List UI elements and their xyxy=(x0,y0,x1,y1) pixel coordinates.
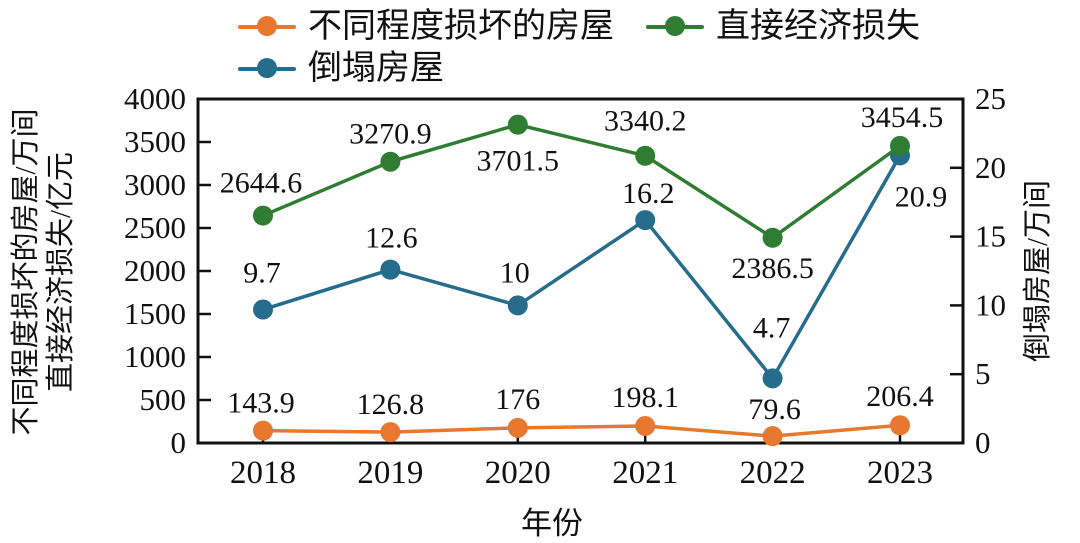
data-point-marker-0 xyxy=(507,417,528,438)
data-label-0: 126.8 xyxy=(357,388,425,421)
y-right-tick-label: 0 xyxy=(975,425,991,460)
data-point-marker-1 xyxy=(253,205,273,226)
y-left-tick-label: 500 xyxy=(140,382,187,417)
y-left-tick-label: 1500 xyxy=(124,296,186,331)
data-label-1: 3340.2 xyxy=(604,105,687,138)
legend-label-collapsed-houses: 倒塌房屋 xyxy=(308,50,444,87)
data-point-marker-1 xyxy=(635,145,656,166)
data-point-marker-1 xyxy=(380,151,401,172)
data-point-marker-2 xyxy=(380,259,401,280)
y-right-tick-label: 20 xyxy=(975,150,1006,185)
series-line-1 xyxy=(262,122,902,240)
x-tick-label: 2023 xyxy=(867,455,933,491)
data-label-1: 3701.5 xyxy=(477,145,560,178)
data-point-marker-0 xyxy=(635,415,656,436)
data-point-marker-2 xyxy=(635,210,656,231)
data-label-2: 4.7 xyxy=(753,311,791,344)
data-point-marker-2 xyxy=(253,299,273,320)
x-tick-label: 2020 xyxy=(485,455,551,491)
y-left-tick-label: 1000 xyxy=(124,339,186,374)
y-right-tick-label: 5 xyxy=(975,356,991,391)
data-label-0: 176 xyxy=(495,383,540,416)
y-right-tick-label: 10 xyxy=(975,287,1006,322)
data-label-1: 3454.5 xyxy=(861,101,944,134)
y-left-tick-label: 0 xyxy=(171,425,187,460)
data-point-marker-2 xyxy=(762,368,783,389)
y-right-tick-label: 25 xyxy=(975,81,1006,116)
data-point-marker-0 xyxy=(890,415,910,436)
data-label-2: 10 xyxy=(500,256,530,289)
data-label-0: 206.4 xyxy=(866,380,934,413)
x-axis-title: 年份 xyxy=(521,506,583,541)
data-label-2: 9.7 xyxy=(243,257,281,290)
data-label-2: 20.9 xyxy=(895,180,948,213)
y-left-tick-label: 3000 xyxy=(124,167,186,202)
axis-box xyxy=(196,97,965,445)
data-label-0: 79.6 xyxy=(748,393,801,426)
legend-marker-blue-icon xyxy=(238,48,296,90)
data-point-marker-0 xyxy=(253,420,273,441)
legend-item-economic-loss: 直接经济损失 xyxy=(646,6,920,48)
legend-marker-green-icon xyxy=(646,6,704,48)
legend-label-economic-loss: 直接经济损失 xyxy=(716,8,920,45)
legend-item-collapsed-houses: 倒塌房屋 xyxy=(238,48,444,90)
data-label-0: 143.9 xyxy=(227,387,295,420)
x-tick-label: 2021 xyxy=(612,455,678,491)
x-tick-label: 2022 xyxy=(740,455,806,491)
data-point-marker-1 xyxy=(890,135,910,156)
y-left-tick-label: 2000 xyxy=(124,253,186,288)
y-left-tick-label: 2500 xyxy=(124,210,186,245)
legend-item-damaged-houses: 不同程度损坏的房屋 xyxy=(238,6,614,48)
data-label-1: 2386.5 xyxy=(731,252,814,285)
data-point-marker-1 xyxy=(762,227,783,248)
legend-marker-orange-icon xyxy=(238,6,296,48)
data-label-2: 16.2 xyxy=(622,177,675,210)
legend-label-damaged-houses: 不同程度损坏的房屋 xyxy=(308,8,614,45)
data-label-1: 2644.6 xyxy=(220,167,303,200)
series-line-2 xyxy=(262,154,902,382)
data-label-0: 198.1 xyxy=(611,381,679,414)
data-point-marker-2 xyxy=(507,295,528,316)
data-point-marker-0 xyxy=(762,426,783,447)
x-tick-label: 2019 xyxy=(357,455,423,491)
y-left-tick-label: 3500 xyxy=(124,124,186,159)
y-right-tick-label: 15 xyxy=(975,219,1006,254)
x-tick-label: 2018 xyxy=(230,455,296,491)
series-line-0 xyxy=(262,423,901,438)
data-label-1: 3270.9 xyxy=(349,118,432,151)
data-point-marker-1 xyxy=(507,114,528,135)
data-label-2: 12.6 xyxy=(365,222,418,255)
data-point-marker-0 xyxy=(380,422,401,443)
y-left-tick-label: 4000 xyxy=(124,81,186,116)
